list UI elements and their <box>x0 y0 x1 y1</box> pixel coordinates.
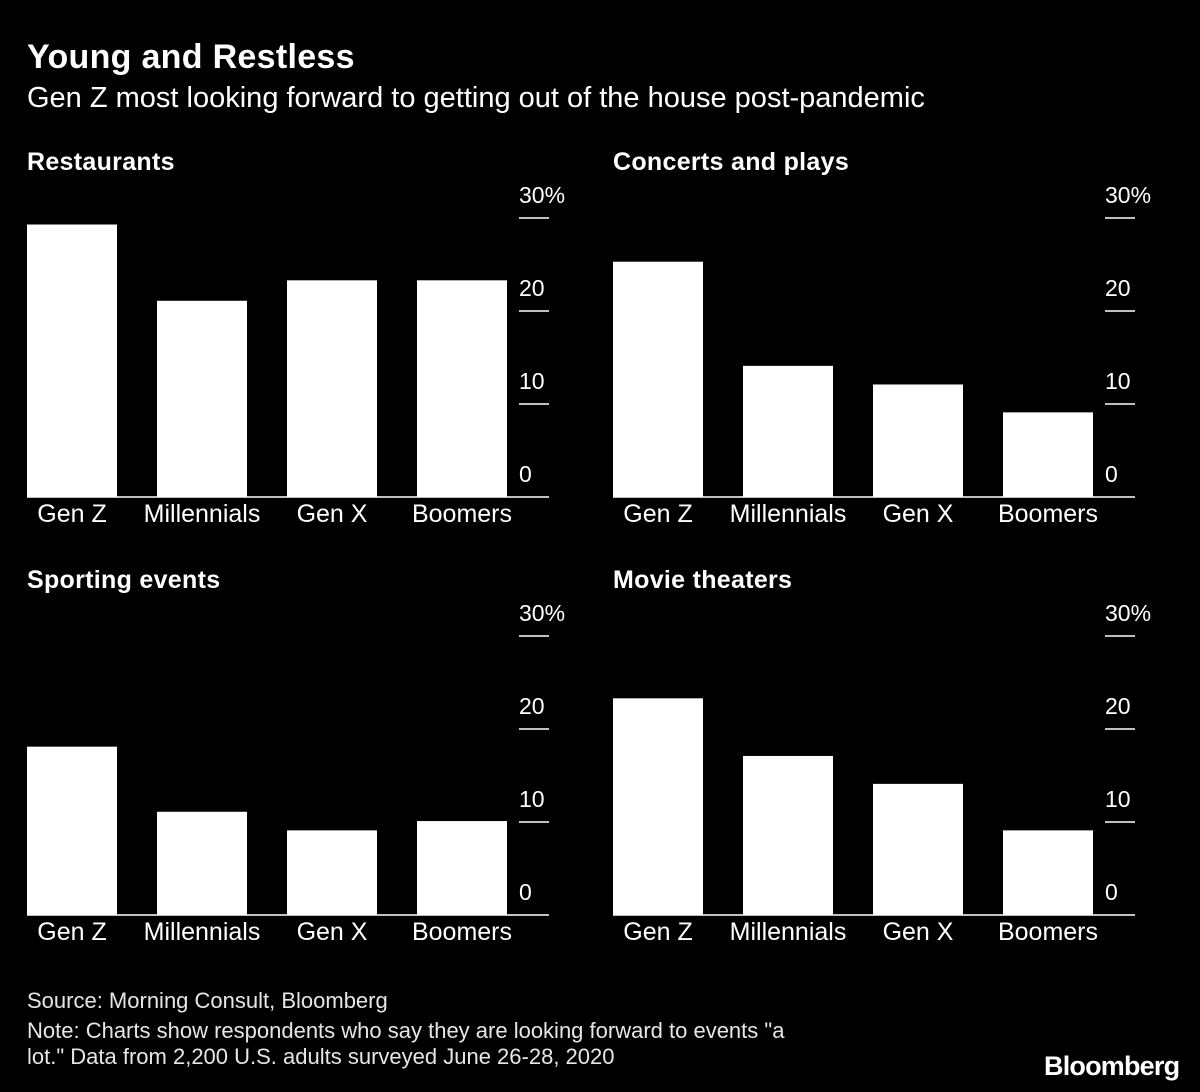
y-tick-label-concerts-and-plays-0: 0 <box>1105 461 1118 487</box>
bar-restaurants-gen-x <box>287 280 377 497</box>
chart-movie-theaters: Gen Z Millennials Gen X Boomers 0 10 20 30% <box>613 600 1151 946</box>
x-tick-label-concerts-and-plays-gen-z: Gen Z <box>623 500 692 528</box>
bar-restaurants-millennials <box>157 300 247 497</box>
x-tick-label-movie-theaters-gen-z: Gen Z <box>623 918 692 946</box>
bar-restaurants-gen-z <box>27 224 117 497</box>
x-tick-label-concerts-and-plays-boomers: Boomers <box>998 500 1098 528</box>
chart-concerts-and-plays: Gen Z Millennials Gen X Boomers 0 10 20 30% <box>613 182 1151 528</box>
bar-sporting-events-millennials <box>157 811 247 915</box>
y-tick-label-restaurants-30: 30% <box>519 182 565 208</box>
y-tick-label-restaurants-10: 10 <box>519 368 545 394</box>
bar-concerts-and-plays-gen-x <box>873 384 963 497</box>
y-tick-label-concerts-and-plays-20: 20 <box>1105 275 1131 301</box>
chart-title-movies: Movie theaters <box>613 566 793 594</box>
y-tick-label-movie-theaters-0: 0 <box>1105 879 1118 905</box>
chart-sporting-events: Gen Z Millennials Gen X Boomers 0 10 20 30% <box>27 600 565 946</box>
y-tick-label-sporting-events-0: 0 <box>519 879 532 905</box>
page-subtitle: Gen Z most looking forward to getting ou… <box>27 82 925 114</box>
y-tick-label-movie-theaters-10: 10 <box>1105 786 1131 812</box>
x-tick-label-sporting-events-gen-x: Gen X <box>297 918 368 946</box>
y-tick-label-restaurants-20: 20 <box>519 275 545 301</box>
bar-sporting-events-gen-x <box>287 830 377 915</box>
page-title: Young and Restless <box>27 38 355 76</box>
y-tick-label-movie-theaters-30: 30% <box>1105 600 1151 626</box>
x-tick-label-concerts-and-plays-gen-x: Gen X <box>883 500 954 528</box>
bar-concerts-and-plays-gen-z <box>613 261 703 497</box>
chart-title-restaurants: Restaurants <box>27 148 175 176</box>
bar-concerts-and-plays-boomers <box>1003 412 1093 497</box>
source-note: Source: Morning Consult, Bloomberg <box>27 988 388 1013</box>
bar-sporting-events-boomers <box>417 821 507 915</box>
y-tick-label-movie-theaters-20: 20 <box>1105 693 1131 719</box>
y-tick-label-sporting-events-20: 20 <box>519 693 545 719</box>
bar-restaurants-boomers <box>417 280 507 497</box>
x-tick-label-restaurants-gen-x: Gen X <box>297 500 368 528</box>
note-line-1: Note: Charts show respondents who say th… <box>27 1018 785 1043</box>
chart-title-concerts: Concerts and plays <box>613 148 850 176</box>
bloomberg-logo: Bloomberg <box>1044 1051 1180 1081</box>
x-tick-label-sporting-events-millennials: Millennials <box>144 918 261 946</box>
y-tick-label-concerts-and-plays-30: 30% <box>1105 182 1151 208</box>
note-line-2: lot." Data from 2,200 U.S. adults survey… <box>27 1044 615 1069</box>
x-tick-label-sporting-events-boomers: Boomers <box>412 918 512 946</box>
x-tick-label-sporting-events-gen-z: Gen Z <box>37 918 106 946</box>
bar-movie-theaters-millennials <box>743 755 833 915</box>
y-tick-label-sporting-events-10: 10 <box>519 786 545 812</box>
y-tick-label-concerts-and-plays-10: 10 <box>1105 368 1131 394</box>
chart-restaurants: Gen Z Millennials Gen X Boomers 0 10 20 30% <box>27 182 565 528</box>
bar-sporting-events-gen-z <box>27 746 117 915</box>
bar-movie-theaters-gen-z <box>613 698 703 915</box>
bar-movie-theaters-gen-x <box>873 783 963 915</box>
x-tick-label-restaurants-millennials: Millennials <box>144 500 261 528</box>
y-tick-label-sporting-events-30: 30% <box>519 600 565 626</box>
bar-concerts-and-plays-millennials <box>743 365 833 497</box>
x-tick-label-restaurants-gen-z: Gen Z <box>37 500 106 528</box>
chart-title-sporting: Sporting events <box>27 566 221 594</box>
x-tick-label-movie-theaters-gen-x: Gen X <box>883 918 954 946</box>
x-tick-label-movie-theaters-millennials: Millennials <box>730 918 847 946</box>
x-tick-label-restaurants-boomers: Boomers <box>412 500 512 528</box>
x-tick-label-concerts-and-plays-millennials: Millennials <box>730 500 847 528</box>
bar-movie-theaters-boomers <box>1003 830 1093 915</box>
x-tick-label-movie-theaters-boomers: Boomers <box>998 918 1098 946</box>
y-tick-label-restaurants-0: 0 <box>519 461 532 487</box>
